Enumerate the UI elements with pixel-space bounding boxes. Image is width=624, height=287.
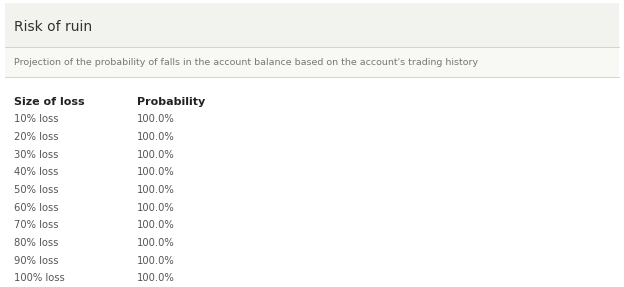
Text: 50% loss: 50% loss — [14, 185, 58, 195]
Text: Risk of ruin: Risk of ruin — [14, 20, 92, 34]
Text: 30% loss: 30% loss — [14, 150, 58, 160]
Text: Projection of the probability of falls in the account balance based on the accou: Projection of the probability of falls i… — [14, 58, 478, 67]
Text: 40% loss: 40% loss — [14, 167, 58, 177]
Text: Probability: Probability — [137, 97, 205, 106]
Text: 100.0%: 100.0% — [137, 150, 175, 160]
Text: 60% loss: 60% loss — [14, 203, 58, 213]
Text: 100.0%: 100.0% — [137, 185, 175, 195]
Text: Loss% / Probability%: Loss% / Probability% — [520, 85, 607, 94]
FancyBboxPatch shape — [5, 3, 619, 47]
Text: 100.0%: 100.0% — [137, 274, 175, 283]
FancyBboxPatch shape — [5, 47, 619, 77]
Text: 70% loss: 70% loss — [14, 220, 58, 230]
Text: 20% loss: 20% loss — [14, 132, 58, 142]
Text: 80% loss: 80% loss — [14, 238, 58, 248]
Text: 100.0%: 100.0% — [137, 256, 175, 266]
Text: 100.0%: 100.0% — [137, 203, 175, 213]
Text: 100% loss: 100% loss — [14, 274, 64, 283]
Text: 100.0%: 100.0% — [137, 220, 175, 230]
Text: 100.0%: 100.0% — [137, 132, 175, 142]
Text: 100.0%: 100.0% — [137, 114, 175, 124]
Text: 100.0%: 100.0% — [137, 238, 175, 248]
Text: 100.0%: 100.0% — [137, 167, 175, 177]
Text: 10% loss: 10% loss — [14, 114, 58, 124]
Text: (Risk of ruin is 100% because account is loss-making: (Risk of ruin is 100% because account is… — [254, 110, 545, 120]
FancyBboxPatch shape — [246, 95, 475, 135]
Text: Size of loss: Size of loss — [14, 97, 84, 106]
Text: 90% loss: 90% loss — [14, 256, 58, 266]
